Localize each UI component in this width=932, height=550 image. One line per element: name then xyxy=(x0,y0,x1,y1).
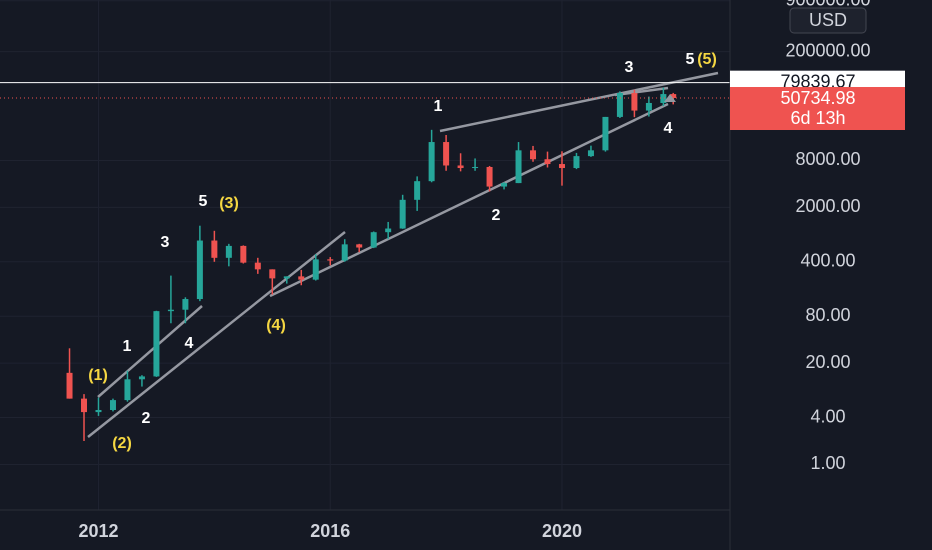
candle-body xyxy=(283,276,290,279)
y-tick-label: 20.00 xyxy=(805,352,850,372)
wave-label: 2 xyxy=(142,410,151,427)
candle-body xyxy=(95,410,102,413)
wave-label: 3 xyxy=(625,59,634,76)
candle-body xyxy=(544,159,551,165)
axes: 1.00 4.00 20.00 80.00 400.00 2000.00 8000.00 20… xyxy=(78,0,905,541)
price-line-label: 79839.67 xyxy=(780,71,855,91)
y-tick-label: 4.00 xyxy=(810,406,845,426)
candle-body xyxy=(631,93,638,111)
wave-label: 1 xyxy=(123,338,132,355)
wave-label: (1) xyxy=(88,367,108,384)
candle-body xyxy=(670,94,677,99)
candle-body xyxy=(660,94,667,103)
candle-body xyxy=(515,150,522,184)
price-levels xyxy=(0,82,730,99)
wave-label: 3 xyxy=(161,234,170,251)
candle-body xyxy=(530,150,537,160)
candle-body xyxy=(312,259,319,280)
candle-body xyxy=(399,199,406,229)
wave-label: (4) xyxy=(266,317,286,334)
currency: USD xyxy=(809,10,847,30)
candle-body xyxy=(472,166,479,169)
wave-label: 5 xyxy=(686,51,695,68)
candle-body xyxy=(211,240,218,258)
candle-body xyxy=(558,164,565,169)
y-tick-label: 900000.00 xyxy=(785,0,870,9)
last-price-label: 50734.98 xyxy=(780,88,855,108)
candle-body xyxy=(573,156,580,169)
currency-box[interactable] xyxy=(789,7,867,34)
candle-body xyxy=(385,228,392,233)
trendline xyxy=(87,231,346,438)
candle-body xyxy=(269,269,276,279)
candle-body xyxy=(414,181,421,200)
candles xyxy=(66,87,677,441)
candle-body xyxy=(616,93,623,117)
grid xyxy=(0,0,730,510)
candle-body xyxy=(225,245,232,258)
trendline xyxy=(614,86,669,97)
y-tick-label: 2000.00 xyxy=(795,196,860,216)
x-tick-label: 2020 xyxy=(542,521,582,541)
candle-body xyxy=(602,116,609,151)
y-tick-label: 8000.00 xyxy=(795,149,860,169)
candle-body xyxy=(240,245,247,263)
candle-body xyxy=(81,398,88,413)
candle-body xyxy=(182,299,189,310)
marker-triangle xyxy=(664,94,676,102)
candle-body xyxy=(124,379,131,401)
wave-label: 5 xyxy=(199,193,208,210)
candle-body xyxy=(341,244,348,261)
y-tick-label: 80.00 xyxy=(805,305,850,325)
y-tick-label: 200000.00 xyxy=(785,40,870,60)
candle-body xyxy=(138,376,145,380)
candle-body xyxy=(66,372,73,399)
candle-body xyxy=(254,262,261,270)
last-price-tag xyxy=(730,87,905,131)
wave-label: 4 xyxy=(185,335,194,352)
candle-body xyxy=(486,166,493,187)
candle-body xyxy=(457,165,464,169)
x-tick-label: 2012 xyxy=(78,521,118,541)
candle-body xyxy=(298,276,305,280)
candle-body xyxy=(645,102,652,111)
candle-body xyxy=(167,309,174,312)
wave-label: 1 xyxy=(434,98,443,115)
candle-body xyxy=(501,183,508,187)
y-tick-label: 400.00 xyxy=(800,251,855,271)
x-tick-label: 2016 xyxy=(310,521,350,541)
countdown: 6d 13h xyxy=(790,108,845,128)
candle-body xyxy=(587,150,594,157)
candle-body xyxy=(153,311,160,377)
candle-body xyxy=(196,240,203,300)
wave-label: 2 xyxy=(492,207,501,224)
wave-label: (2) xyxy=(112,435,132,452)
wave-label: (3) xyxy=(219,195,239,212)
wave-label: (5) xyxy=(697,51,717,68)
candle-body xyxy=(428,142,435,182)
candle-body xyxy=(370,232,377,248)
wave-label: 4 xyxy=(664,120,673,137)
y-tick-label: 1.00 xyxy=(810,453,845,473)
candle-body xyxy=(443,142,450,166)
candle-body xyxy=(356,244,363,248)
candle-body xyxy=(327,259,334,261)
candle-body xyxy=(109,400,116,411)
trendline xyxy=(269,102,669,298)
